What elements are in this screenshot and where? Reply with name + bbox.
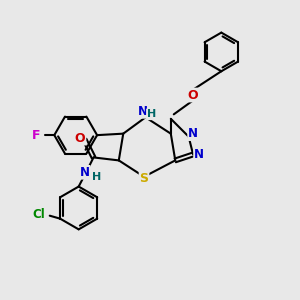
Text: O: O [75, 132, 86, 145]
Text: Cl: Cl [32, 208, 45, 221]
Text: O: O [188, 88, 198, 101]
Text: S: S [140, 172, 148, 185]
Text: N: N [188, 127, 198, 140]
Text: N: N [194, 148, 204, 161]
Text: F: F [32, 129, 41, 142]
Text: N: N [80, 166, 90, 179]
Text: N: N [138, 105, 148, 118]
Text: H: H [147, 109, 156, 119]
Text: H: H [92, 172, 101, 182]
